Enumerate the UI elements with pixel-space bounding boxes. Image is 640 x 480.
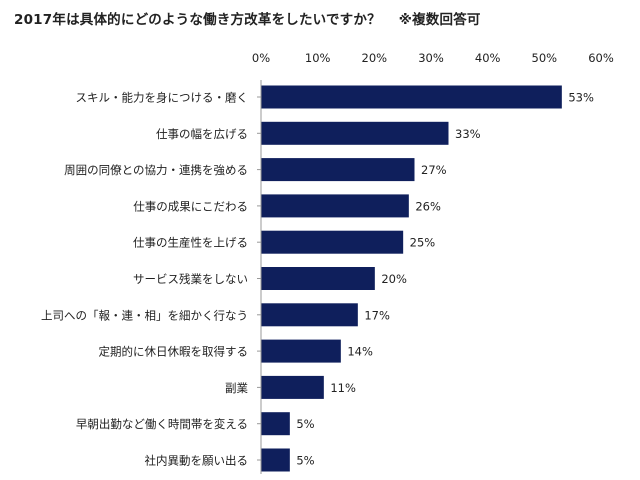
bar xyxy=(261,303,358,327)
x-tick-label: 30% xyxy=(418,51,444,65)
value-label: 14% xyxy=(347,345,373,359)
bar xyxy=(261,158,415,182)
bar xyxy=(261,194,409,218)
value-label: 11% xyxy=(330,381,356,395)
value-label: 53% xyxy=(568,91,594,105)
bar xyxy=(261,230,404,254)
x-tick-label: 50% xyxy=(532,51,558,65)
value-label: 33% xyxy=(455,127,481,141)
category-label: 周囲の同僚との協力・連携を強める xyxy=(64,163,248,177)
value-label: 5% xyxy=(296,454,314,468)
value-label: 26% xyxy=(415,199,441,213)
title-note: ※複数回答可 xyxy=(398,12,481,28)
bar xyxy=(261,448,290,472)
x-tick-label: 40% xyxy=(475,51,501,65)
category-label: 定期的に休日休暇を取得する xyxy=(99,345,249,359)
category-label: 副業 xyxy=(225,381,248,395)
category-label: 早朝出勤など働く時間帯を変える xyxy=(76,417,248,431)
value-label: 25% xyxy=(410,236,436,250)
x-tick-label: 0% xyxy=(252,51,270,65)
value-label: 17% xyxy=(364,308,390,322)
x-tick-label: 10% xyxy=(305,51,331,65)
category-label: 上司への「報・連・相」を細かく行なう xyxy=(41,308,248,322)
chart-title: 2017年は具体的にどのような働き方改革をしたいですか？ ※複数回答可 xyxy=(14,8,481,28)
category-label: 仕事の成果にこだわる xyxy=(133,199,248,213)
value-label: 20% xyxy=(381,272,407,286)
bar xyxy=(261,85,562,109)
category-label: 仕事の幅を広げる xyxy=(156,127,248,141)
title-text: 2017年は具体的にどのような働き方改革をしたいですか？ xyxy=(14,12,381,28)
bar xyxy=(261,121,449,145)
bar xyxy=(261,375,324,399)
x-tick-label: 60% xyxy=(588,51,614,65)
category-label: 社内異動を願い出る xyxy=(145,454,249,468)
category-label: サービス残業をしない xyxy=(133,272,248,286)
value-label: 5% xyxy=(296,417,314,431)
bar xyxy=(261,339,341,363)
x-tick-label: 20% xyxy=(362,51,388,65)
value-label: 27% xyxy=(421,163,447,177)
category-label: スキル・能力を身につける・磨く xyxy=(76,91,249,105)
bar xyxy=(261,412,290,436)
category-label: 仕事の生産性を上げる xyxy=(133,236,248,250)
bar xyxy=(261,267,375,290)
